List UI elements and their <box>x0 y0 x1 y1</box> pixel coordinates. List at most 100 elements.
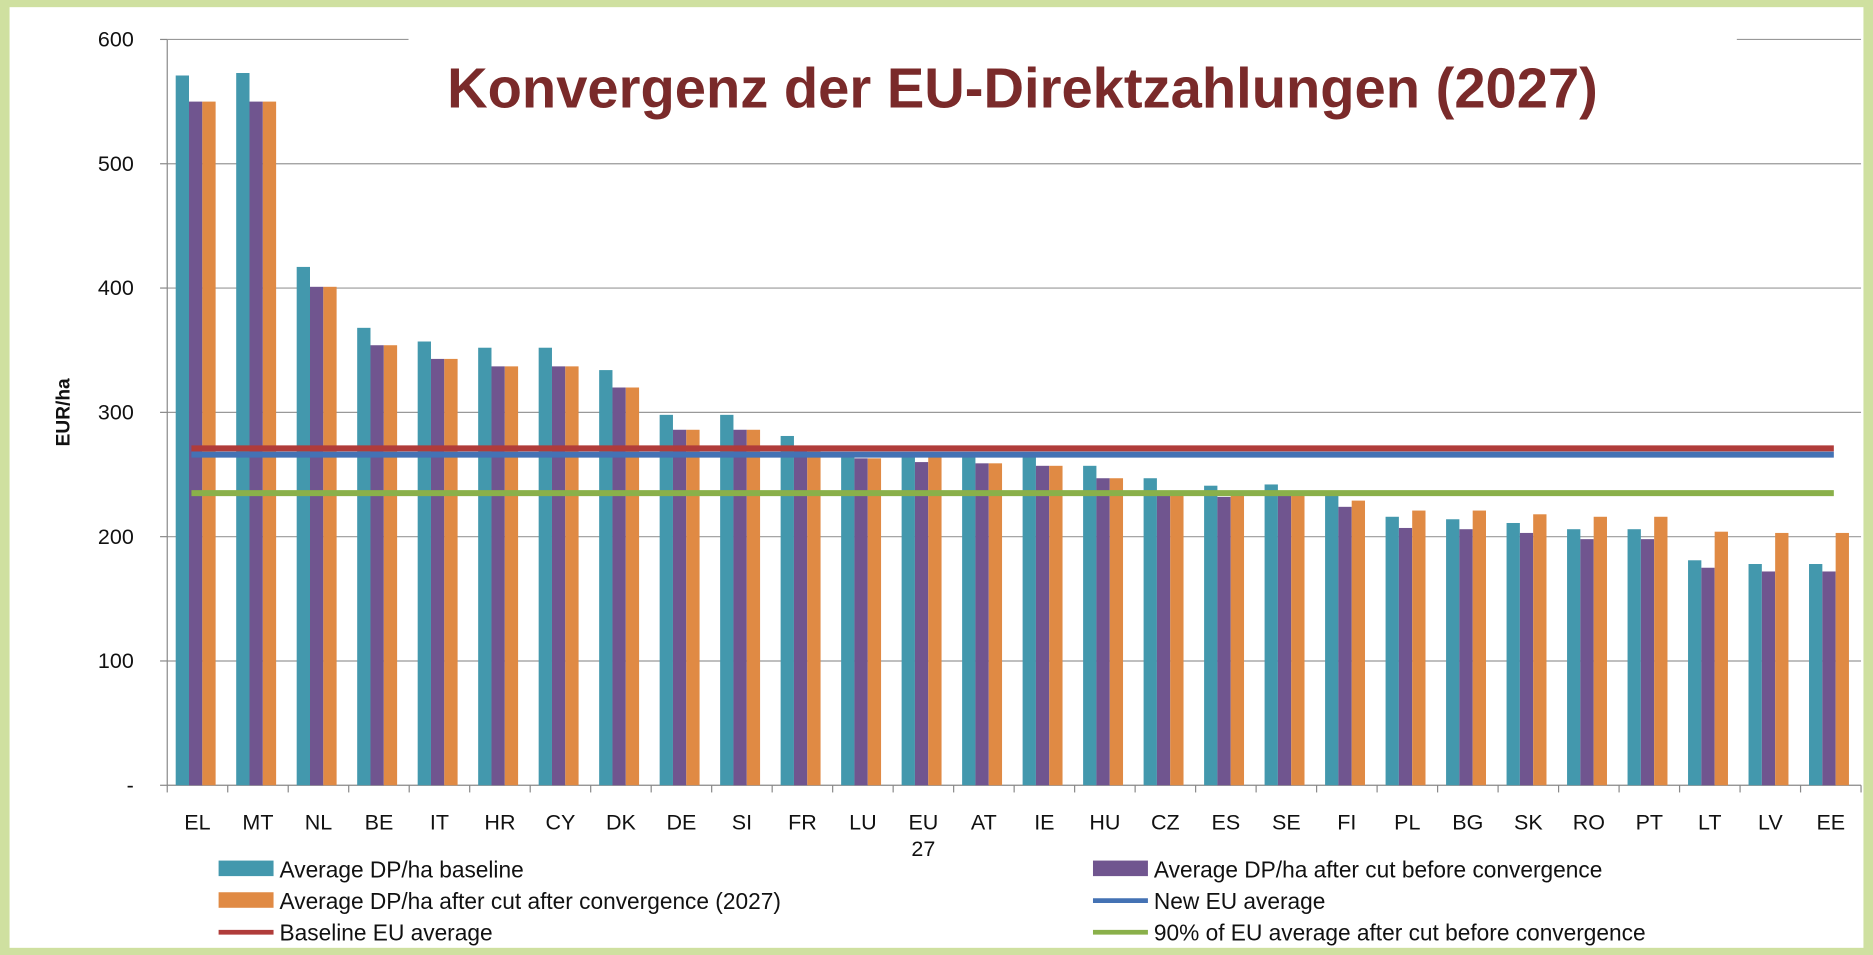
bar <box>1156 491 1171 786</box>
bar <box>1761 571 1776 786</box>
bar <box>417 341 431 786</box>
x-tick-label: FI <box>1337 810 1357 835</box>
x-tick-label: LV <box>1757 810 1783 835</box>
bar <box>1627 529 1641 786</box>
bar <box>1398 527 1413 786</box>
bar <box>928 454 942 786</box>
bar <box>1338 506 1352 786</box>
x-tick-label: PL <box>1394 810 1421 835</box>
bar <box>672 429 687 786</box>
bar <box>1688 560 1702 786</box>
legend-swatch <box>218 860 274 877</box>
bar <box>914 462 929 786</box>
bar <box>1714 531 1728 786</box>
bar <box>1472 510 1486 786</box>
bar <box>867 458 882 786</box>
bar <box>1351 500 1366 786</box>
bar <box>1109 478 1124 786</box>
bar <box>1701 567 1715 786</box>
x-tick-label: LU <box>849 810 877 835</box>
bar <box>1640 539 1655 786</box>
y-axis-label: EUR/ha <box>53 378 74 446</box>
bar <box>1519 532 1534 786</box>
bar <box>599 370 613 786</box>
bar <box>1277 495 1292 786</box>
bar <box>175 75 190 786</box>
x-tick-label: SI <box>731 810 753 835</box>
bar <box>746 429 761 786</box>
bar <box>1049 465 1063 786</box>
bar <box>1083 465 1097 786</box>
bar <box>357 327 371 786</box>
bar <box>1654 516 1668 786</box>
bar <box>975 463 989 786</box>
bar <box>296 266 310 786</box>
bar <box>988 463 1003 786</box>
bar <box>1459 529 1473 786</box>
bar <box>323 286 337 786</box>
bar <box>1835 532 1849 786</box>
bar <box>807 449 821 786</box>
bar <box>1748 564 1762 786</box>
bar <box>612 387 626 786</box>
x-tick-label: ES <box>1211 810 1241 835</box>
bar <box>504 366 519 786</box>
y-tick-label: 400 <box>98 276 134 300</box>
legend-label: New EU average <box>1154 888 1325 914</box>
bar <box>444 358 458 786</box>
bar <box>1506 522 1520 786</box>
bar <box>309 286 324 786</box>
x-tick-label: FR <box>788 810 817 835</box>
bar <box>1809 564 1823 786</box>
x-tick-label: HR <box>484 810 516 835</box>
bar <box>430 358 445 786</box>
x-tick-label: LT <box>1698 810 1722 835</box>
bar <box>1325 495 1339 786</box>
y-tick-label: 500 <box>98 152 134 176</box>
x-tick-label: EE <box>1816 810 1846 835</box>
bar <box>262 101 277 786</box>
legend-label: Average DP/ha after cut after convergenc… <box>280 888 781 914</box>
legend-swatch <box>218 892 274 908</box>
bar <box>551 366 566 786</box>
x-tick-label: SE <box>1272 810 1301 835</box>
x-tick-label: CY <box>545 810 576 835</box>
bar <box>1217 496 1231 786</box>
bar <box>1412 510 1426 786</box>
x-tick-label: PT <box>1635 810 1664 835</box>
bar <box>189 101 203 786</box>
bar <box>1775 532 1789 786</box>
bar <box>1580 539 1594 786</box>
bar <box>625 387 640 786</box>
y-tick-label: 100 <box>98 649 134 673</box>
legend-label: Average DP/ha baseline <box>280 856 524 882</box>
x-tick-label: EU 27 <box>908 810 939 861</box>
y-tick-label: - <box>127 773 134 797</box>
bar <box>733 429 747 786</box>
bar <box>659 414 673 786</box>
x-tick-label: AT <box>970 810 997 835</box>
chart-title: Konvergenz der EU-Direktzahlungen (2027) <box>447 57 1598 120</box>
legend-swatch <box>1092 860 1148 877</box>
bar <box>1822 571 1836 786</box>
y-tick-label: 600 <box>98 28 134 52</box>
x-tick-label: CZ <box>1151 810 1180 835</box>
bar <box>565 366 579 786</box>
bar <box>1291 491 1305 786</box>
bar <box>720 414 734 786</box>
bar <box>249 101 263 786</box>
x-tick-label: BE <box>364 810 394 835</box>
bar <box>793 449 808 786</box>
x-tick-label: DE <box>666 810 697 835</box>
x-tick-label: IE <box>1034 810 1055 835</box>
bar <box>1230 491 1245 786</box>
y-tick-label: 300 <box>98 401 134 425</box>
bar <box>1385 516 1399 786</box>
bar <box>854 458 868 786</box>
x-tick-label: SK <box>1513 810 1543 835</box>
bar <box>1204 485 1218 786</box>
title-backdrop <box>408 26 1737 53</box>
x-tick-label: IT <box>429 810 450 835</box>
